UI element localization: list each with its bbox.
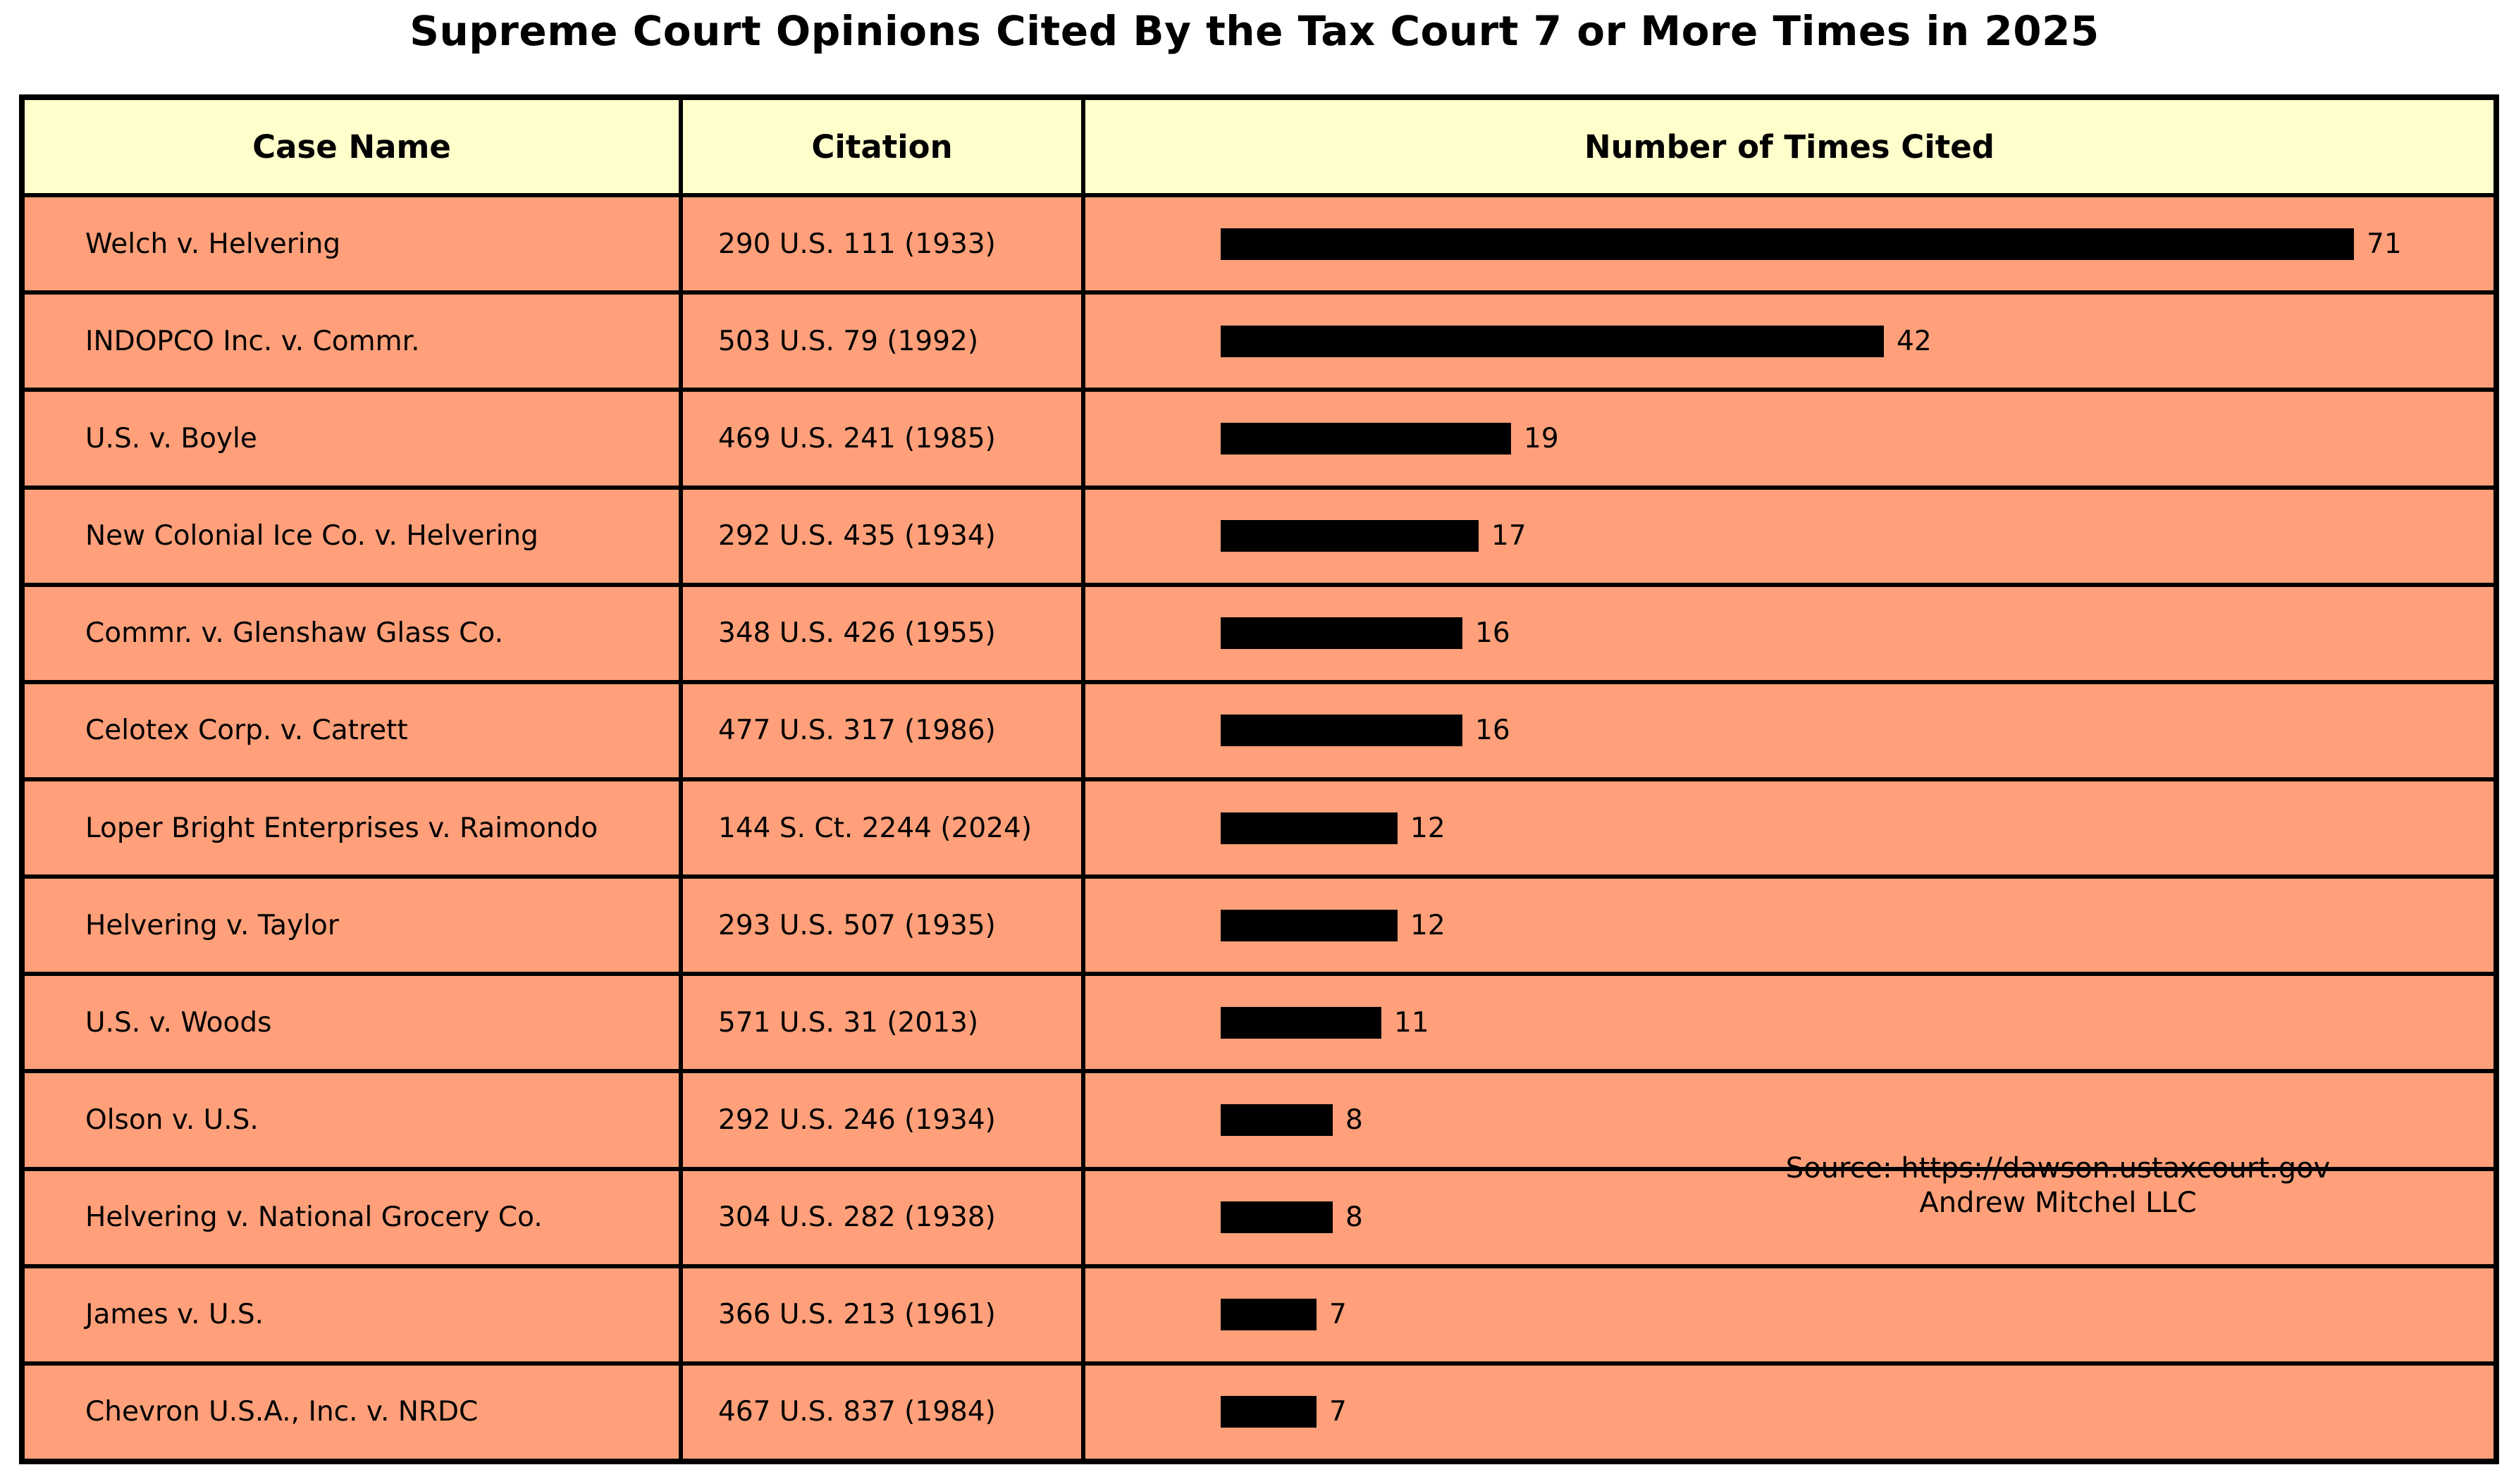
case-name-cell: U.S. v. Woods bbox=[25, 976, 679, 1070]
citation-count-label: 11 bbox=[1394, 1006, 1429, 1039]
case-name-cell: Chevron U.S.A., Inc. v. NRDC bbox=[25, 1365, 679, 1459]
column-header-citation: Citation bbox=[683, 100, 1081, 194]
times-cited-cell: 8 bbox=[1085, 1170, 2493, 1264]
citation-cell: 467 U.S. 837 (1984) bbox=[683, 1365, 1081, 1459]
case-name-cell: INDOPCO Inc. v. Commr. bbox=[25, 295, 679, 388]
citation-cell: 477 U.S. 317 (1986) bbox=[683, 684, 1081, 777]
case-name-cell: New Colonial Ice Co. v. Helvering bbox=[25, 489, 679, 583]
case-name-cell: Olson v. U.S. bbox=[25, 1073, 679, 1167]
citation-cell: 290 U.S. 111 (1933) bbox=[683, 197, 1081, 291]
times-cited-cell: 16 bbox=[1085, 586, 2493, 680]
citation-count-label: 19 bbox=[1524, 422, 1559, 455]
citation-count-bar bbox=[1221, 715, 1462, 747]
citation-count-label: 16 bbox=[1475, 617, 1510, 650]
case-name-cell: Welch v. Helvering bbox=[25, 197, 679, 291]
citation-cell: 304 U.S. 282 (1938) bbox=[683, 1170, 1081, 1264]
citation-cell: 292 U.S. 246 (1934) bbox=[683, 1073, 1081, 1167]
citation-count-bar bbox=[1221, 1103, 1333, 1136]
citation-count-label: 42 bbox=[1897, 325, 1932, 357]
times-cited-cell: 7 bbox=[1085, 1268, 2493, 1361]
times-cited-cell: 71 bbox=[1085, 197, 2493, 291]
citation-count-label: 7 bbox=[1329, 1396, 1347, 1428]
case-name-cell: U.S. v. Boyle bbox=[25, 392, 679, 486]
chart-title: Supreme Court Opinions Cited By the Tax … bbox=[409, 7, 2100, 55]
column-header-times-cited: Number of Times Cited bbox=[1085, 100, 2493, 194]
citation-cell: 348 U.S. 426 (1955) bbox=[683, 586, 1081, 680]
citation-count-label: 8 bbox=[1345, 1103, 1363, 1136]
case-name-cell: Helvering v. Taylor bbox=[25, 879, 679, 972]
citation-cell: 469 U.S. 241 (1985) bbox=[683, 392, 1081, 486]
citation-cell: 293 U.S. 507 (1935) bbox=[683, 879, 1081, 972]
citation-count-label: 71 bbox=[2367, 228, 2402, 260]
case-name-cell: Celotex Corp. v. Catrett bbox=[25, 684, 679, 777]
case-name-cell: Loper Bright Enterprises v. Raimondo bbox=[25, 781, 679, 875]
times-cited-cell: 12 bbox=[1085, 879, 2493, 972]
times-cited-cell: 7 bbox=[1085, 1365, 2493, 1459]
citations-table: Case Name Citation Number of Times Cited… bbox=[19, 94, 2499, 1464]
citation-count-label: 16 bbox=[1475, 715, 1510, 747]
citation-count-bar bbox=[1221, 617, 1462, 650]
citation-count-bar bbox=[1221, 1396, 1317, 1428]
citation-count-bar bbox=[1221, 1006, 1381, 1039]
column-header-case-name: Case Name bbox=[25, 100, 679, 194]
citation-count-bar bbox=[1221, 228, 2354, 260]
times-cited-cell: 11 bbox=[1085, 976, 2493, 1070]
citation-count-bar bbox=[1221, 1299, 1317, 1331]
citation-cell: 144 S. Ct. 2244 (2024) bbox=[683, 781, 1081, 875]
citation-cell: 571 U.S. 31 (2013) bbox=[683, 976, 1081, 1070]
times-cited-cell: 19 bbox=[1085, 392, 2493, 486]
case-name-cell: Commr. v. Glenshaw Glass Co. bbox=[25, 586, 679, 680]
citation-count-bar bbox=[1221, 520, 1479, 552]
citation-cell: 503 U.S. 79 (1992) bbox=[683, 295, 1081, 388]
times-cited-cell: 16 bbox=[1085, 684, 2493, 777]
citation-count-label: 7 bbox=[1329, 1299, 1347, 1331]
case-name-cell: Helvering v. National Grocery Co. bbox=[25, 1170, 679, 1264]
citation-count-bar bbox=[1221, 909, 1398, 941]
citation-count-label: 12 bbox=[1410, 812, 1445, 844]
citation-count-label: 12 bbox=[1410, 909, 1445, 941]
times-cited-cell: 12 bbox=[1085, 781, 2493, 875]
case-name-cell: James v. U.S. bbox=[25, 1268, 679, 1361]
citation-count-label: 17 bbox=[1491, 520, 1527, 552]
citation-count-bar bbox=[1221, 422, 1511, 455]
times-cited-cell: 8 bbox=[1085, 1073, 2493, 1167]
citation-count-bar bbox=[1221, 325, 1884, 357]
times-cited-cell: 17 bbox=[1085, 489, 2493, 583]
citation-cell: 292 U.S. 435 (1934) bbox=[683, 489, 1081, 583]
citation-count-bar bbox=[1221, 1201, 1333, 1234]
citation-count-label: 8 bbox=[1345, 1201, 1363, 1234]
citation-count-bar bbox=[1221, 812, 1398, 844]
citation-cell: 366 U.S. 213 (1961) bbox=[683, 1268, 1081, 1361]
times-cited-cell: 42 bbox=[1085, 295, 2493, 388]
